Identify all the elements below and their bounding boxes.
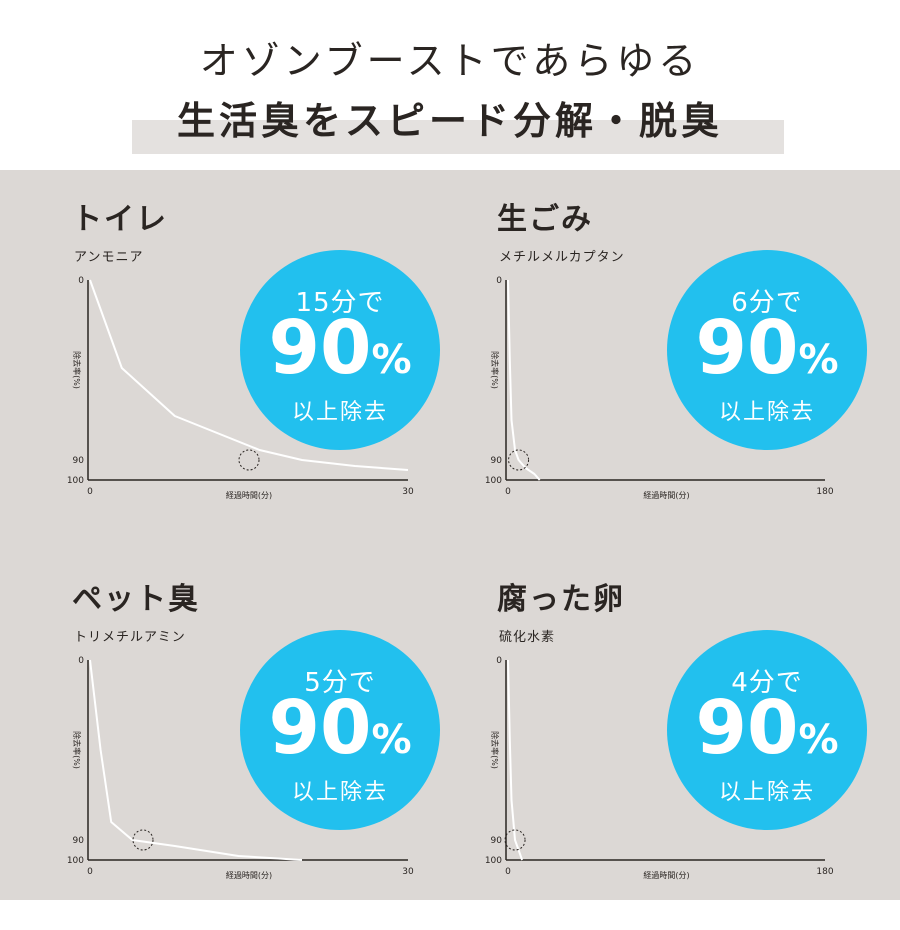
panel-subtitle: アンモニア xyxy=(74,250,144,265)
badge-label: 以上除去 xyxy=(718,780,815,805)
y-axis-title: 除去率(%) xyxy=(490,731,500,769)
badge-percent-unit: % xyxy=(798,717,839,763)
ninety-percent-marker xyxy=(238,449,260,471)
badge-percent-value: 90 xyxy=(695,305,799,391)
badge-label: 以上除去 xyxy=(291,780,388,805)
ninety-percent-marker xyxy=(132,829,154,851)
x-tick-label: 30 xyxy=(402,867,414,877)
y-tick-label: 0 xyxy=(78,656,84,666)
y-tick-label: 90 xyxy=(73,836,85,846)
panel-title: 腐った卵 xyxy=(497,582,625,617)
y-tick-label: 0 xyxy=(496,656,502,666)
removal-badge: 6分で 90% 以上除去 xyxy=(667,250,867,450)
badge-percent-value: 90 xyxy=(695,685,799,771)
x-axis-title: 経過時間(分) xyxy=(226,490,272,500)
removal-badge: 4分で 90% 以上除去 xyxy=(667,630,867,830)
badge-percent: 90% xyxy=(240,688,440,780)
ninety-percent-marker xyxy=(508,449,530,471)
x-tick-label: 0 xyxy=(505,487,511,497)
panel-subtitle: トリメチルアミン xyxy=(74,630,186,645)
removal-badge: 15分で 90% 以上除去 xyxy=(240,250,440,450)
x-tick-label: 0 xyxy=(87,487,93,497)
headline-highlight xyxy=(132,120,784,154)
y-tick-label: 100 xyxy=(67,856,84,866)
x-tick-label: 0 xyxy=(505,867,511,877)
panel-title: 生ごみ xyxy=(497,202,593,237)
y-tick-label: 0 xyxy=(496,276,502,286)
y-tick-label: 90 xyxy=(73,456,85,466)
badge-label: 以上除去 xyxy=(718,400,815,425)
series-line xyxy=(89,659,303,861)
x-tick-label: 180 xyxy=(816,487,833,497)
panel-title: トイレ xyxy=(72,202,168,237)
y-axis-title: 除去率(%) xyxy=(72,351,82,389)
x-axis-title: 経過時間(分) xyxy=(643,490,689,500)
series-line xyxy=(507,279,541,481)
ninety-percent-marker xyxy=(504,829,526,851)
panel-rotten-egg: 腐った卵 硫化水素 0 90 100 0 180 経過時間(分) 除去率(%) 4分で 90… xyxy=(425,550,875,930)
badge-time: 6分で xyxy=(731,288,803,318)
x-tick-label: 30 xyxy=(402,487,414,497)
badge-time: 15分で xyxy=(295,288,385,318)
y-tick-label: 100 xyxy=(67,476,84,486)
badge-percent-unit: % xyxy=(371,337,412,383)
x-tick-label: 180 xyxy=(816,867,833,877)
badge-percent: 90% xyxy=(240,308,440,400)
series-line xyxy=(89,279,409,471)
badge-percent: 90% xyxy=(667,688,867,780)
y-tick-label: 90 xyxy=(491,456,503,466)
badge-percent-unit: % xyxy=(798,337,839,383)
y-tick-label: 0 xyxy=(78,276,84,286)
y-tick-label: 100 xyxy=(485,856,502,866)
panel-pet-odor: ペット臭 トリメチルアミン 0 90 100 0 30 経過時間(分) 除去率(%) 5分で… xyxy=(0,550,450,930)
panel-food-waste: 生ごみ メチルメルカプタン 0 90 100 0 180 経過時間(分) 除去率(%) 6分… xyxy=(425,170,875,550)
badge-percent: 90% xyxy=(667,308,867,400)
x-axis-title: 経過時間(分) xyxy=(226,870,272,880)
panel-subtitle: メチルメルカプタン xyxy=(499,250,625,265)
badge-label: 以上除去 xyxy=(291,400,388,425)
panel-subtitle: 硫化水素 xyxy=(499,630,556,645)
headline-line-1: オゾンブーストであらゆる xyxy=(199,39,701,83)
panel-title: ペット臭 xyxy=(72,582,200,617)
series-line xyxy=(507,659,524,861)
panel-toilet: トイレ アンモニア 0 90 100 0 30 経過時間(分) 除去率(%) 15分で 90… xyxy=(0,170,450,550)
header: オゾンブーストであらゆる 生活臭をスピード分解・脱臭 xyxy=(0,0,900,170)
y-tick-label: 100 xyxy=(485,476,502,486)
badge-percent-value: 90 xyxy=(268,305,372,391)
badge-percent-value: 90 xyxy=(268,685,372,771)
badge-time: 5分で xyxy=(304,668,376,698)
badge-time: 4分で xyxy=(731,668,803,698)
removal-badge: 5分で 90% 以上除去 xyxy=(240,630,440,830)
x-axis-title: 経過時間(分) xyxy=(643,870,689,880)
badge-percent-unit: % xyxy=(371,717,412,763)
headline-line-2: 生活臭をスピード分解・脱臭 xyxy=(176,99,723,143)
y-tick-label: 90 xyxy=(491,836,503,846)
y-axis-title: 除去率(%) xyxy=(490,351,500,389)
y-axis-title: 除去率(%) xyxy=(72,731,82,769)
x-tick-label: 0 xyxy=(87,867,93,877)
